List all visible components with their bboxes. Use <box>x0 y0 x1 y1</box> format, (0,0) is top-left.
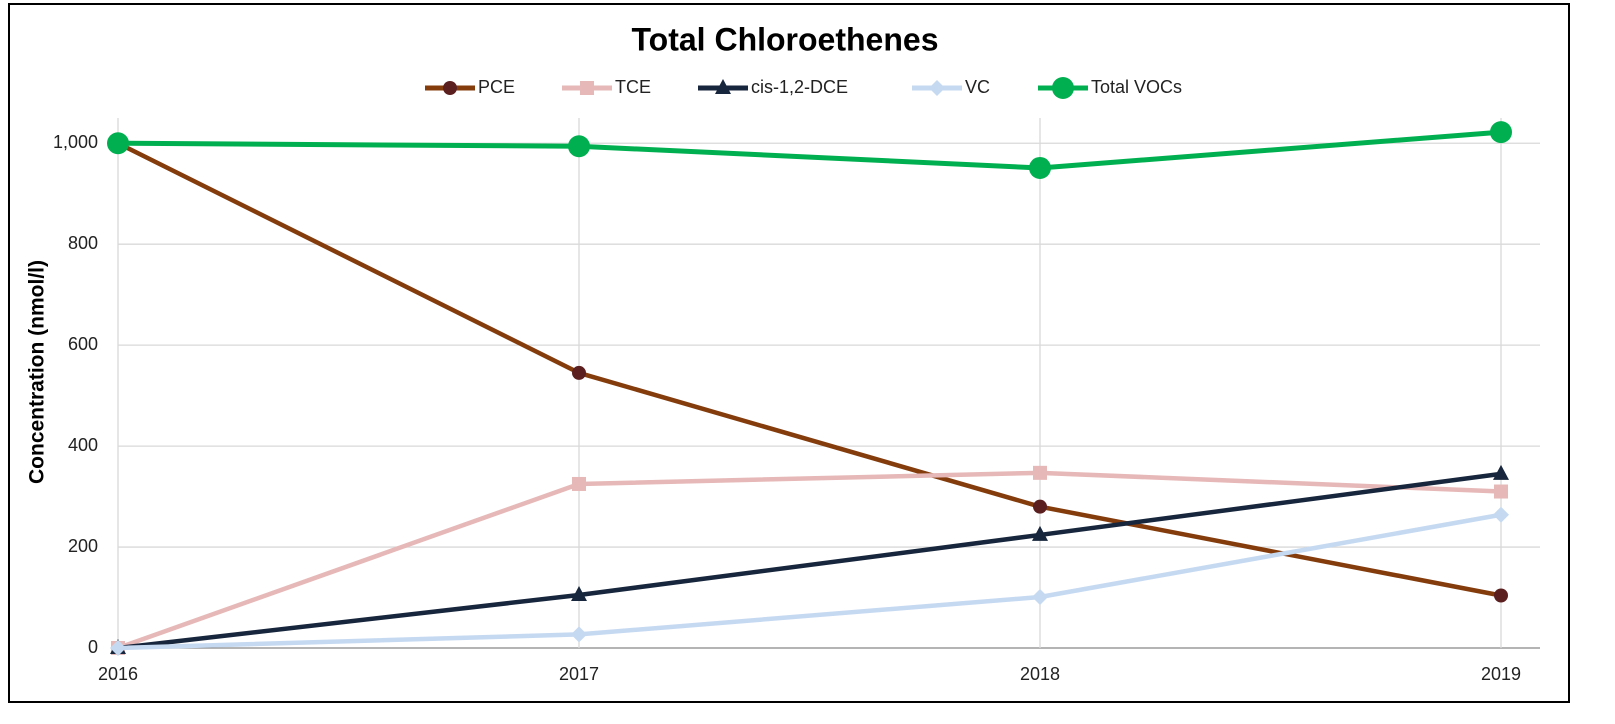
series-line <box>117 470 1502 651</box>
y-tick-label: 400 <box>68 435 98 455</box>
series-line <box>117 129 1502 171</box>
marker <box>715 79 731 94</box>
marker <box>443 81 457 95</box>
marker <box>1493 464 1509 480</box>
marker <box>1032 589 1048 606</box>
marker <box>1490 121 1512 144</box>
marker <box>1032 525 1048 541</box>
marker <box>572 476 586 491</box>
y-tick-label: 1,000 <box>53 132 98 152</box>
chart-title: Total Chloroethenes <box>632 21 939 57</box>
marker <box>1493 506 1509 523</box>
x-tick-label: 2016 <box>98 664 138 684</box>
marker <box>571 586 587 601</box>
marker <box>1033 465 1047 480</box>
marker <box>110 640 126 656</box>
chart-frame <box>8 3 1570 703</box>
marker <box>1033 499 1047 514</box>
marker <box>1494 588 1508 603</box>
y-tick-label: 800 <box>68 233 98 253</box>
series-line <box>117 512 1502 651</box>
legend-label: Total VOCs <box>1091 77 1182 97</box>
marker <box>929 80 945 96</box>
marker <box>572 365 586 380</box>
legend-label: TCE <box>615 77 651 97</box>
marker <box>1494 484 1508 499</box>
x-tick-label: 2019 <box>1481 664 1521 684</box>
marker <box>571 626 587 643</box>
series-line <box>116 141 1502 598</box>
series-line <box>117 471 1502 651</box>
x-tick-label: 2017 <box>559 664 599 684</box>
x-tick-label: 2018 <box>1020 664 1060 684</box>
legend-label: cis-1,2-DCE <box>751 77 848 97</box>
marker <box>580 81 594 95</box>
marker <box>568 135 590 158</box>
marker <box>107 132 129 155</box>
marker <box>1052 77 1074 99</box>
y-tick-label: 0 <box>88 637 98 657</box>
y-tick-label: 200 <box>68 536 98 556</box>
marker <box>1029 156 1051 179</box>
y-axis-title: Concentration (nmol/l) <box>26 260 49 484</box>
legend-label: PCE <box>478 77 515 97</box>
y-tick-label: 600 <box>68 334 98 354</box>
legend-label: VC <box>965 77 990 97</box>
